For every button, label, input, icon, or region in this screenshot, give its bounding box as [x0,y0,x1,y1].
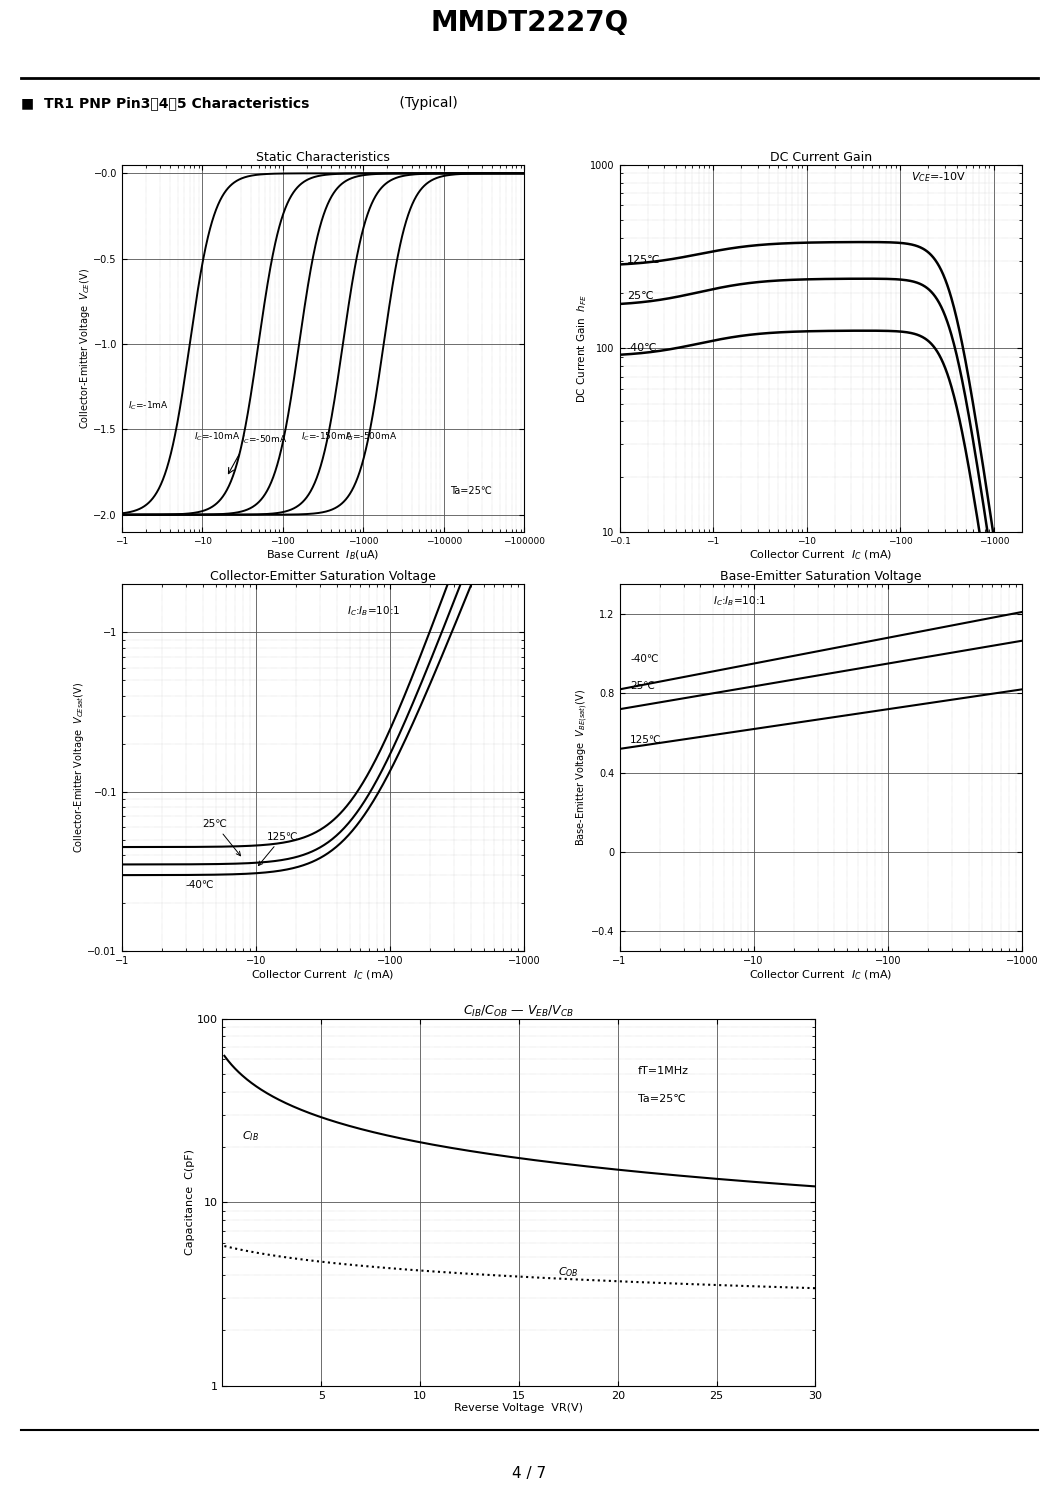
Text: $I_C$:$I_B$=10:1: $I_C$:$I_B$=10:1 [347,604,400,617]
Text: TR1 PNP Pin3、4、5 Characteristics: TR1 PNP Pin3、4、5 Characteristics [44,96,309,111]
Text: $I_C$=-10mA: $I_C$=-10mA [195,430,240,443]
Title: Collector-Emitter Saturation Voltage: Collector-Emitter Saturation Voltage [210,571,436,583]
X-axis label: Reverse Voltage  VR(V): Reverse Voltage VR(V) [454,1404,584,1413]
Text: 4 / 7: 4 / 7 [513,1465,546,1482]
Text: fT=1MHz: fT=1MHz [638,1067,688,1076]
Y-axis label: DC Current Gain  $h_{FE}$: DC Current Gain $h_{FE}$ [575,294,589,403]
Text: 125℃: 125℃ [258,831,298,866]
Text: $I_C$=-500mA: $I_C$=-500mA [345,430,397,443]
Y-axis label: Capacitance  C(pF): Capacitance C(pF) [185,1149,195,1255]
Text: -40℃: -40℃ [185,879,214,890]
X-axis label: Collector Current  $I_C$ (mA): Collector Current $I_C$ (mA) [251,969,395,983]
Title: $C_{IB}$/$C_{OB}$ — $V_{EB}$/$V_{CB}$: $C_{IB}$/$C_{OB}$ — $V_{EB}$/$V_{CB}$ [464,1004,574,1019]
Text: MMDT2227Q: MMDT2227Q [430,9,629,37]
Text: $V_{CE}$=-10V: $V_{CE}$=-10V [911,171,966,184]
Text: 125℃: 125℃ [627,256,661,265]
Text: 25℃: 25℃ [627,291,653,301]
Text: 25℃: 25℃ [202,819,240,855]
Title: Static Characteristics: Static Characteristics [256,151,390,163]
Text: Ta=25℃: Ta=25℃ [450,487,492,496]
Title: DC Current Gain: DC Current Gain [770,151,872,163]
Text: (Typical): (Typical) [395,96,457,111]
Text: Ta=25℃: Ta=25℃ [638,1095,685,1104]
Y-axis label: Base-Emitter Voltage  $V_{BE(sat)}$(V): Base-Emitter Voltage $V_{BE(sat)}$(V) [574,689,590,846]
Text: -40℃: -40℃ [627,343,658,352]
Text: -40℃: -40℃ [630,653,659,664]
Text: ■: ■ [21,96,34,111]
X-axis label: Collector Current  $I_C$ (mA): Collector Current $I_C$ (mA) [749,969,893,983]
Text: $I_C$=-50mA: $I_C$=-50mA [240,434,287,446]
Text: $I_C$=-1mA: $I_C$=-1mA [128,400,168,412]
Text: 125℃: 125℃ [630,736,662,745]
X-axis label: Collector Current  $I_C$ (mA): Collector Current $I_C$ (mA) [749,548,893,562]
X-axis label: Base Current  $I_B$(uA): Base Current $I_B$(uA) [267,548,379,562]
Text: 25℃: 25℃ [630,682,656,692]
Y-axis label: Collector-Emitter Voltage  $V_{CEsat}$(V): Collector-Emitter Voltage $V_{CEsat}$(V) [72,682,86,854]
Title: Base-Emitter Saturation Voltage: Base-Emitter Saturation Voltage [720,571,921,583]
Text: $I_C$:$I_B$=10:1: $I_C$:$I_B$=10:1 [714,595,767,608]
Text: $C_{OB}$: $C_{OB}$ [558,1266,579,1279]
Text: $I_C$=-150mA: $I_C$=-150mA [302,430,354,443]
Text: $C_{IB}$: $C_{IB}$ [243,1129,259,1143]
Y-axis label: Collector-Emitter Voltage  $V_{CE}$(V): Collector-Emitter Voltage $V_{CE}$(V) [78,268,92,428]
